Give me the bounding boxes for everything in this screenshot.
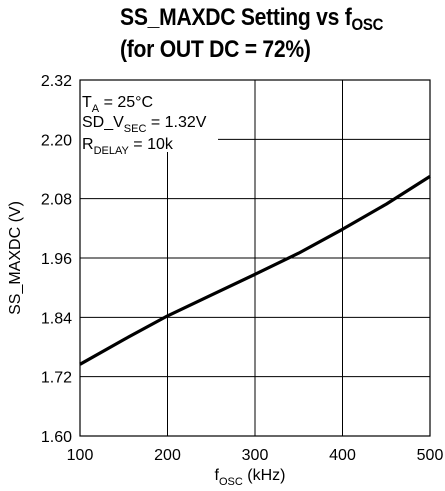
annotation-sd-vsec: SD_VSEC = 1.32V bbox=[82, 114, 207, 135]
x-tick-label: 200 bbox=[154, 447, 181, 464]
chart-title-line1: SS_MAXDC Setting vs fOSC bbox=[120, 4, 384, 34]
y-tick-label: 1.60 bbox=[41, 429, 72, 446]
y-tick-labels: 2.32 2.20 2.08 1.96 1.84 1.72 1.60 bbox=[41, 73, 72, 446]
y-tick-label: 2.32 bbox=[41, 73, 72, 90]
y-tick-label: 2.08 bbox=[41, 192, 72, 209]
chart-title-line2: (for OUT DC = 72%) bbox=[120, 36, 311, 63]
annotation-rdelay: RDELAY = 10k bbox=[82, 136, 174, 157]
x-tick-label: 400 bbox=[329, 447, 356, 464]
y-tick-label: 2.20 bbox=[41, 132, 72, 149]
annotation-ta: TA = 25°C bbox=[82, 94, 153, 115]
x-tick-labels: 100 200 300 400 500 bbox=[67, 447, 444, 464]
plot-frame bbox=[79, 79, 431, 437]
x-tick-label: 500 bbox=[417, 447, 444, 464]
plot-border bbox=[79, 79, 431, 437]
y-axis-label: SS_MAXDC (V) bbox=[7, 201, 24, 315]
x-axis-label: fOSC (kHz) bbox=[215, 467, 286, 488]
y-tick-label: 1.96 bbox=[41, 251, 72, 268]
series-line bbox=[79, 175, 431, 366]
y-tick-label: 1.72 bbox=[41, 370, 72, 387]
grid-layer bbox=[80, 80, 430, 436]
x-tick-label: 100 bbox=[67, 447, 94, 464]
x-tick-label: 300 bbox=[242, 447, 269, 464]
annotation-block: TA = 25°C SD_VSEC = 1.32V RDELAY = 10k bbox=[82, 94, 207, 157]
y-tick-label: 1.84 bbox=[41, 310, 72, 327]
series-layer bbox=[79, 175, 431, 366]
